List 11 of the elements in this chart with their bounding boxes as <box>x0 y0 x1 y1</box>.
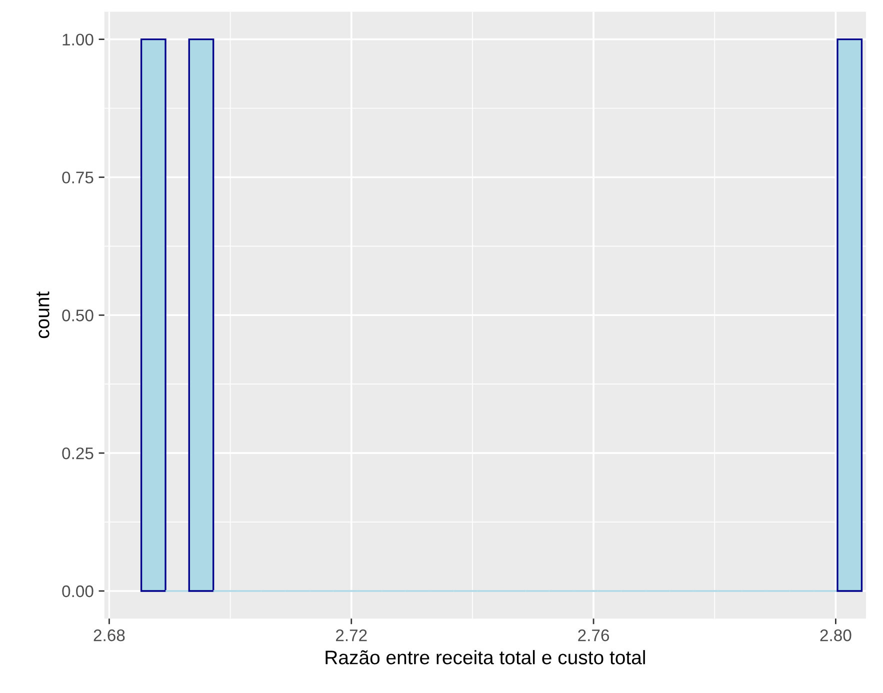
x-tick-label: 2.72 <box>336 629 367 642</box>
y-axis-title: count <box>36 292 50 338</box>
y-tick-label: 0.75 <box>62 172 94 184</box>
y-tick-label: 0.50 <box>62 310 94 322</box>
y-tick-label: 0.25 <box>62 447 94 460</box>
y-tick-label: 0.00 <box>62 585 94 598</box>
y-tick-label: 1.00 <box>62 34 94 46</box>
x-tick-label: 2.80 <box>820 629 852 642</box>
x-axis-title: Razão entre receita total e custo total <box>326 650 645 664</box>
x-tick-label: 2.76 <box>578 629 610 642</box>
x-tick-label: 2.68 <box>94 629 125 642</box>
